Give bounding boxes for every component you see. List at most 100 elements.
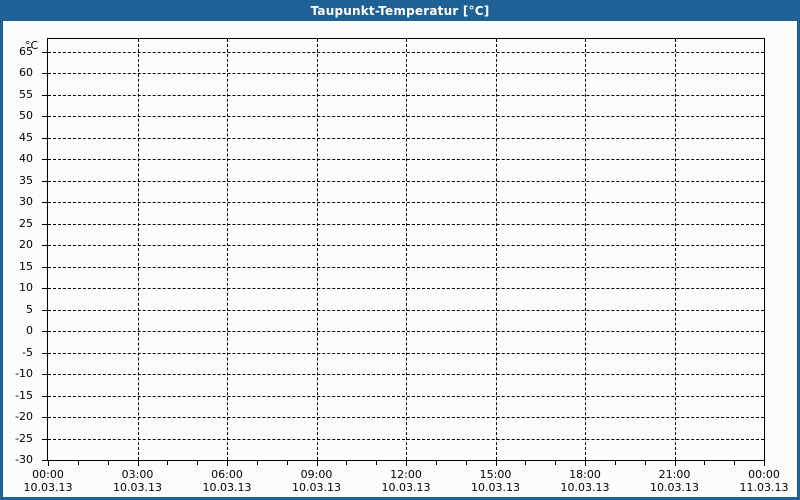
y-axis-tick-mark xyxy=(42,374,47,376)
data-series-layer xyxy=(48,39,764,460)
y-axis-tick-mark xyxy=(42,331,47,333)
x-axis-tick-mark xyxy=(764,461,765,466)
gridline-vertical xyxy=(495,39,497,460)
x-axis-tick-time: 03:00 xyxy=(121,468,154,481)
y-axis-tick-mark xyxy=(42,438,47,440)
y-axis-tick-label: -5 xyxy=(22,345,33,359)
x-axis-tick-time: 06:00 xyxy=(211,468,243,481)
x-axis-tick-date: 10.03.13 xyxy=(202,481,252,494)
x-axis-minor-tick xyxy=(376,461,378,465)
y-axis-tick-mark xyxy=(42,266,47,268)
x-axis-minor-tick xyxy=(167,461,169,465)
y-axis-tick-label: 45 xyxy=(19,130,33,144)
page-title: Taupunkt-Temperatur [°C] xyxy=(310,3,490,18)
gridline-vertical xyxy=(316,39,318,460)
x-axis-tick-mark xyxy=(48,461,49,466)
x-axis-tick-date: 10.03.13 xyxy=(23,481,73,494)
x-axis-tick-date: 10.03.13 xyxy=(381,481,431,494)
y-axis-tick-label: 20 xyxy=(19,238,33,252)
y-axis-tick-label: 40 xyxy=(19,152,33,166)
x-axis-tick-label: 15:00 10.03.13 xyxy=(451,468,541,494)
y-axis-tick-label: 0 xyxy=(26,324,33,338)
y-axis-tick-mark xyxy=(42,159,47,161)
y-axis-unit-label: °C xyxy=(25,39,39,52)
y-axis-tick-label: -30 xyxy=(15,453,33,466)
y-axis-tick-label: 25 xyxy=(19,216,33,230)
y-axis-tick-mark xyxy=(42,202,47,204)
gridline-vertical xyxy=(585,39,586,460)
y-axis-tick-mark xyxy=(42,352,47,354)
y-axis-tick-label: -15 xyxy=(15,388,33,402)
x-axis-tick-date: 10.03.13 xyxy=(292,481,341,494)
y-axis-tick-label: 5 xyxy=(26,302,33,316)
gridline-vertical xyxy=(406,39,407,460)
y-axis-tick-mark xyxy=(42,309,47,311)
y-axis-tick-mark xyxy=(42,288,47,290)
y-axis-tick-mark xyxy=(42,245,47,247)
y-axis-tick-mark xyxy=(42,51,47,53)
x-axis-tick-mark xyxy=(137,461,139,466)
x-axis-minor-tick xyxy=(286,461,288,465)
x-axis-tick-label: 00:00 11.03.13 xyxy=(719,468,800,494)
x-axis-minor-tick xyxy=(197,461,199,465)
x-axis-tick-mark xyxy=(585,461,586,466)
x-axis-tick-label: 06:00 10.03.13 xyxy=(182,468,272,494)
y-axis-tick-mark xyxy=(42,460,47,461)
y-axis-tick-label: 55 xyxy=(19,87,33,101)
x-axis-tick-label: 09:00 10.03.13 xyxy=(272,468,362,494)
x-axis-tick-date: 10.03.13 xyxy=(560,481,610,494)
x-axis-tick-label: 21:00 10.03.13 xyxy=(630,468,720,494)
x-axis-tick-date: 10.03.13 xyxy=(113,481,162,494)
x-axis-tick-label: 18:00 10.03.13 xyxy=(540,468,630,494)
x-axis-tick-mark xyxy=(227,461,228,466)
x-axis-tick-mark xyxy=(674,461,676,466)
x-axis-tick-time: 21:00 xyxy=(658,468,691,481)
x-axis-minor-tick xyxy=(346,461,348,465)
y-axis-tick-label: 50 xyxy=(19,109,33,123)
x-axis-tick-time: 15:00 xyxy=(479,468,512,481)
x-axis-minor-tick xyxy=(704,461,706,465)
x-axis-tick-mark xyxy=(495,461,497,466)
x-axis-tick-label: 00:00 10.03.13 xyxy=(3,468,93,494)
x-axis-minor-tick xyxy=(256,461,258,465)
x-axis-tick-date: 10.03.13 xyxy=(650,481,699,494)
y-axis-tick-mark xyxy=(42,73,47,75)
y-axis-tick-label: 30 xyxy=(19,195,33,209)
x-axis-tick-time: 09:00 xyxy=(300,468,333,481)
y-axis-tick-mark xyxy=(42,417,47,419)
y-axis-tick-mark xyxy=(42,116,47,118)
x-axis-tick-date: 10.03.13 xyxy=(471,481,520,494)
y-axis-tick-mark xyxy=(42,223,47,225)
gridline-vertical xyxy=(227,39,228,460)
x-axis-minor-tick xyxy=(77,461,79,465)
x-axis-minor-tick xyxy=(555,461,557,465)
y-axis-tick-mark xyxy=(42,137,47,139)
gridline-vertical xyxy=(137,39,139,460)
x-axis-minor-tick xyxy=(644,461,646,465)
y-axis-tick-label: 10 xyxy=(19,281,33,295)
y-axis-tick-label: 15 xyxy=(19,259,33,273)
y-axis-tick-label: -10 xyxy=(15,367,33,381)
x-axis-minor-tick xyxy=(614,461,616,465)
plot-area xyxy=(47,38,765,461)
x-axis-minor-tick xyxy=(465,461,467,465)
y-axis-tick-label: 60 xyxy=(19,66,33,80)
x-axis-tick-time: 12:00 xyxy=(390,468,422,481)
x-axis-minor-tick xyxy=(107,461,109,465)
y-axis-tick-label: -25 xyxy=(15,431,33,445)
x-axis-minor-tick xyxy=(525,461,527,465)
y-axis-tick-mark xyxy=(42,180,47,182)
x-axis-tick-time: 00:00 xyxy=(32,468,64,481)
x-axis-tick-date: 11.03.13 xyxy=(739,481,789,494)
x-axis-minor-tick xyxy=(734,461,736,465)
x-axis-minor-tick xyxy=(435,461,437,465)
x-axis-tick-mark xyxy=(316,461,318,466)
x-axis-tick-time: 00:00 xyxy=(748,468,780,481)
y-axis-tick-label: 65 xyxy=(19,44,33,58)
x-axis-tick-time: 18:00 xyxy=(569,468,601,481)
y-axis-tick-mark xyxy=(42,395,47,397)
title-bar: Taupunkt-Temperatur [°C] xyxy=(0,0,800,21)
gridline-vertical xyxy=(674,39,676,460)
y-axis-tick-label: -20 xyxy=(15,410,33,424)
